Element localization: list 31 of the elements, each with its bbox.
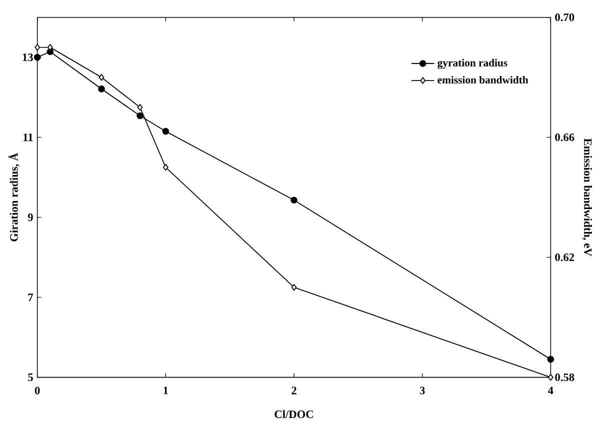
- point: [98, 86, 105, 92]
- point: [290, 196, 298, 204]
- y-tick-label: 5: [28, 374, 33, 382]
- x-tick-label: 2: [292, 386, 296, 394]
- point: [162, 128, 170, 135]
- point: [291, 284, 297, 291]
- x-tick-label: 4: [548, 386, 554, 394]
- y-tick-label: 13: [22, 54, 33, 62]
- y-tick-label: 7: [28, 294, 34, 302]
- point: [548, 374, 554, 381]
- y2-tick-label: 0.70: [555, 13, 574, 22]
- x-axis-title: Cl/DOC: [274, 410, 313, 418]
- x-tick-label: 3: [420, 386, 425, 394]
- point: [98, 74, 104, 81]
- y2-tick-label: 0.58: [555, 373, 574, 382]
- y-axis-title: Giration radius, Å: [8, 152, 20, 242]
- legend-label: emission bandwidth: [438, 76, 528, 84]
- y2-tick-label: 0.66: [555, 133, 574, 142]
- point: [163, 164, 168, 171]
- y-tick-label: 9: [28, 214, 33, 222]
- x-tick-label: 0: [34, 386, 40, 394]
- point: [34, 54, 41, 61]
- legend-label: gyration radius: [438, 58, 508, 69]
- point: [547, 356, 554, 363]
- point: [34, 44, 40, 51]
- y2-axis-title: Emission bandwidth, eV: [582, 138, 592, 256]
- point: [136, 112, 144, 120]
- point: [137, 104, 143, 111]
- y2-tick-label: 0.62: [555, 253, 574, 262]
- x-tick-label: 1: [164, 386, 168, 394]
- y-tick-label: 11: [23, 134, 33, 142]
